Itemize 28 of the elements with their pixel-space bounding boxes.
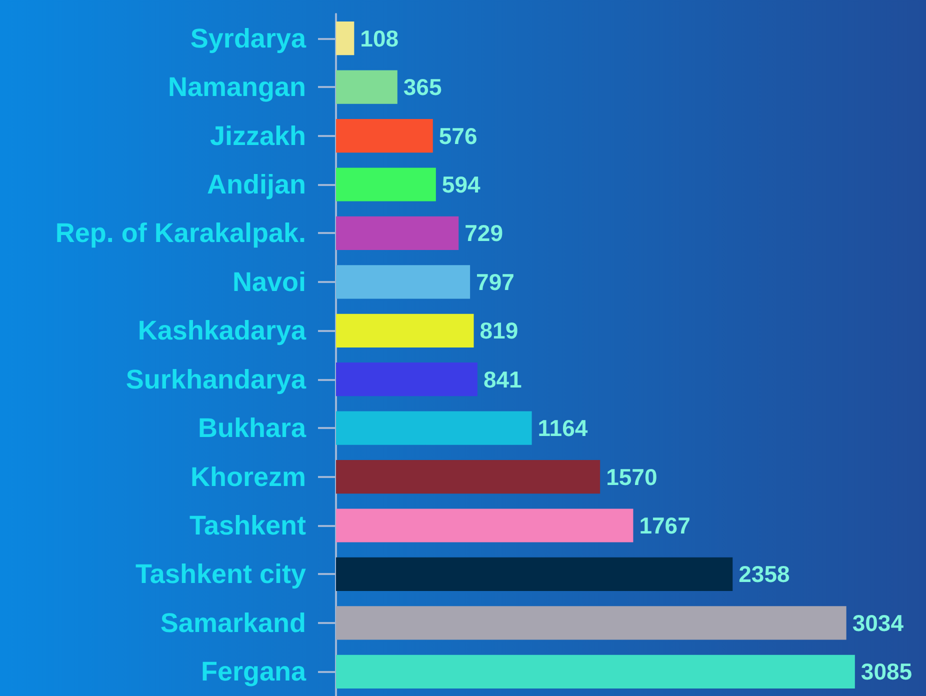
- data-label: 108: [360, 25, 399, 52]
- y-tick-label: Syrdarya: [190, 23, 307, 54]
- y-tick-label: Fergana: [200, 656, 307, 687]
- data-label: 2358: [738, 561, 790, 588]
- y-tick-label: Namangan: [168, 72, 306, 102]
- data-label: 365: [403, 74, 442, 100]
- data-label: 3034: [852, 610, 904, 636]
- data-label: 3085: [860, 658, 912, 685]
- data-label: 1570: [606, 464, 658, 490]
- y-tick-label: Jizzakh: [210, 120, 306, 151]
- data-label: 576: [438, 122, 478, 149]
- data-label: 841: [483, 366, 522, 392]
- y-tick-label: Andijan: [207, 170, 306, 200]
- y-tick-label: Rep. of Karakalpak.: [55, 218, 306, 248]
- y-tick-label: Khorezm: [190, 462, 306, 492]
- y-tick-label: Tashkent: [189, 510, 306, 540]
- data-label: 1767: [639, 512, 690, 538]
- y-tick-label: Navoi: [232, 266, 306, 297]
- data-label: 797: [476, 268, 514, 295]
- y-tick-label: Kashkadarya: [138, 316, 307, 346]
- y-tick-label: Bukhara: [198, 413, 307, 444]
- data-label: 819: [480, 318, 518, 344]
- data-label: 1164: [538, 415, 588, 442]
- y-tick-label: Surkhandarya: [126, 364, 307, 394]
- y-tick-label: Samarkand: [160, 608, 306, 638]
- data-label: 729: [464, 220, 503, 246]
- data-label: 594: [442, 172, 480, 198]
- y-tick-label: Tashkent city: [135, 559, 306, 590]
